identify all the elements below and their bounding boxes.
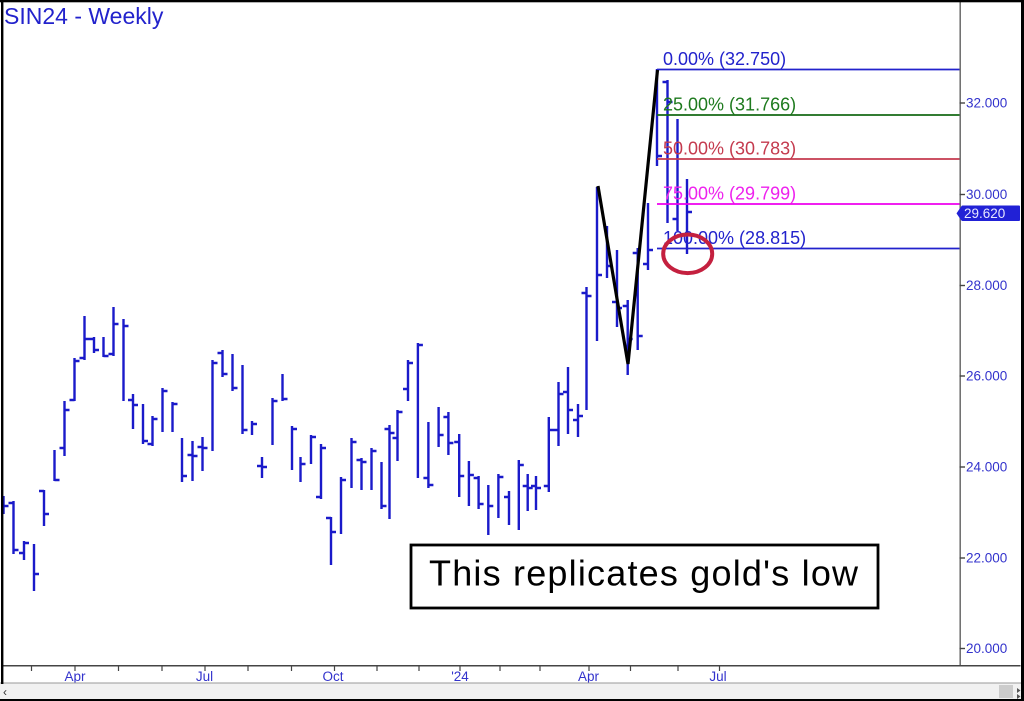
svg-text:Jul: Jul: [709, 669, 726, 684]
svg-text:‹: ‹: [3, 685, 7, 699]
svg-text:Jul: Jul: [196, 669, 213, 684]
svg-text:100.00% (28.815): 100.00% (28.815): [663, 228, 806, 248]
svg-text:29.620: 29.620: [964, 206, 1005, 221]
svg-text:28.000: 28.000: [966, 278, 1007, 293]
svg-text:20.000: 20.000: [966, 641, 1007, 656]
svg-text:75.00% (29.799): 75.00% (29.799): [663, 183, 796, 203]
svg-text:22.000: 22.000: [966, 551, 1007, 566]
svg-text:Apr: Apr: [578, 669, 600, 684]
svg-text:Apr: Apr: [64, 669, 86, 684]
svg-text:SIN24 - Weekly: SIN24 - Weekly: [4, 3, 164, 29]
svg-text:30.000: 30.000: [966, 187, 1007, 202]
svg-text:50.00% (30.783): 50.00% (30.783): [663, 138, 796, 158]
svg-text:24.000: 24.000: [966, 460, 1007, 475]
svg-text:This replicates gold's low: This replicates gold's low: [429, 553, 859, 594]
svg-text:'24: '24: [451, 669, 469, 684]
svg-text:25.00% (31.766): 25.00% (31.766): [663, 94, 796, 114]
svg-text:0.00% (32.750): 0.00% (32.750): [663, 49, 786, 69]
svg-text:32.000: 32.000: [966, 96, 1007, 111]
svg-text:Oct: Oct: [322, 669, 343, 684]
svg-text:26.000: 26.000: [966, 369, 1007, 384]
